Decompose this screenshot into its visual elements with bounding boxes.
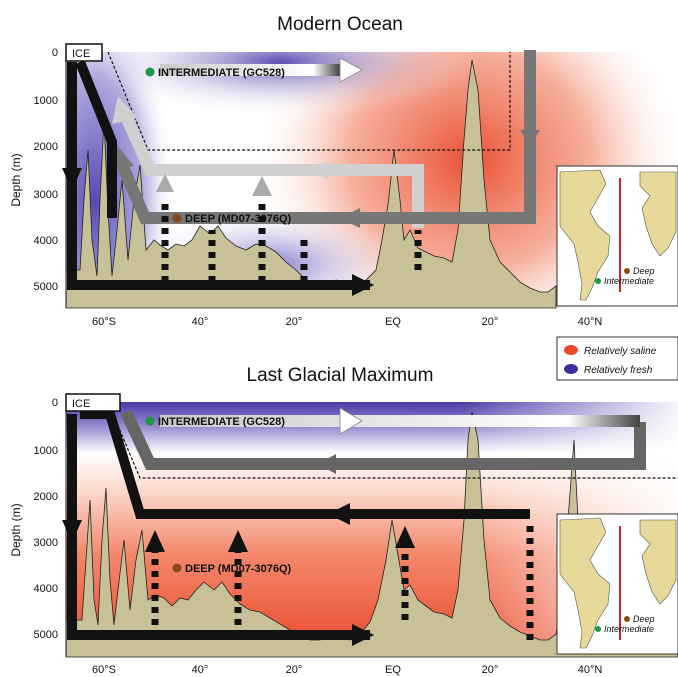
deep-core-label: DEEP (MD07-3076Q) bbox=[185, 213, 292, 225]
arrow-intermediate bbox=[160, 57, 363, 83]
legend: Relatively saline Relatively fresh bbox=[556, 336, 678, 381]
legend-fresh-swatch bbox=[564, 364, 578, 374]
map-deep-marker bbox=[624, 268, 630, 274]
y-tick-label: 4000 bbox=[34, 235, 58, 247]
africa-europe-landmass bbox=[639, 519, 677, 605]
map-intermediate-label: Intermediate bbox=[604, 276, 654, 286]
map-deep-label: Deep bbox=[633, 614, 655, 624]
x-tick-label: EQ bbox=[385, 664, 401, 676]
map-deep-label: Deep bbox=[633, 266, 655, 276]
intermediate-core-label: INTERMEDIATE (GC528) bbox=[158, 67, 285, 79]
arrow-light-gray-loop bbox=[112, 96, 424, 228]
y-tick-label: 4000 bbox=[34, 583, 58, 595]
x-tick-label: 20° bbox=[286, 316, 303, 328]
panel-title: Modern Ocean bbox=[277, 14, 403, 35]
ice-label: ICE bbox=[72, 48, 90, 60]
y-tick-label: 5000 bbox=[34, 281, 58, 293]
arrow-deep-loop bbox=[62, 409, 530, 646]
intermediate-core-marker bbox=[145, 416, 155, 426]
panel-title: Last Glacial Maximum bbox=[247, 365, 434, 386]
map-intermediate-marker bbox=[595, 278, 601, 284]
y-tick-label: 0 bbox=[52, 47, 58, 59]
upwelling-arrowhead bbox=[145, 530, 165, 552]
upwelling-arrows bbox=[151, 520, 534, 640]
x-tick-label: 20° bbox=[482, 664, 499, 676]
y-tick-label: 3000 bbox=[34, 537, 58, 549]
x-tick-label: 60°S bbox=[92, 664, 116, 676]
panel-lgm: Last Glacial Maximum bbox=[9, 365, 678, 676]
map-intermediate-marker bbox=[595, 626, 601, 632]
upwelling-arrowhead bbox=[228, 530, 248, 552]
upwelling-arrows bbox=[161, 200, 422, 282]
x-tick-label: 40°N bbox=[578, 316, 603, 328]
legend-box bbox=[556, 336, 678, 381]
x-tick-labels: 60°S 40° 20° EQ 20° 40°N bbox=[92, 316, 602, 328]
x-tick-label: 40°N bbox=[578, 664, 603, 676]
deep-core-marker bbox=[172, 213, 182, 223]
y-axis-label: Depth (m) bbox=[9, 503, 23, 556]
x-tick-label: 20° bbox=[286, 664, 303, 676]
intermediate-core-label: INTERMEDIATE (GC528) bbox=[158, 416, 285, 428]
inset-map: Deep Intermediate bbox=[556, 513, 678, 655]
y-tick-label: 1000 bbox=[34, 445, 58, 457]
x-tick-label: 40° bbox=[192, 664, 209, 676]
y-axis-label: Depth (m) bbox=[9, 153, 23, 206]
x-tick-label: 20° bbox=[482, 316, 499, 328]
arrow-deep-loop bbox=[62, 60, 374, 296]
y-tick-label: 1000 bbox=[34, 95, 58, 107]
x-tick-label: EQ bbox=[385, 316, 401, 328]
inset-map: Deep Intermediate bbox=[556, 165, 678, 307]
americas-landmass bbox=[559, 517, 611, 649]
deep-core-marker bbox=[172, 563, 182, 573]
map-intermediate-label: Intermediate bbox=[604, 624, 654, 634]
legend-saline-swatch bbox=[564, 345, 578, 355]
legend-saline-label: Relatively saline bbox=[584, 346, 657, 357]
africa-europe-landmass bbox=[639, 171, 677, 257]
legend-fresh-label: Relatively fresh bbox=[584, 365, 653, 376]
intermediate-core-marker bbox=[145, 67, 155, 77]
y-tick-labels: 0 1000 2000 3000 4000 5000 bbox=[34, 397, 58, 641]
panel-modern: Modern Ocean bbox=[9, 14, 678, 328]
ice-label: ICE bbox=[72, 398, 90, 410]
upwelling-arrowhead bbox=[156, 174, 174, 192]
y-tick-label: 3000 bbox=[34, 189, 58, 201]
map-deep-marker bbox=[624, 616, 630, 622]
y-tick-labels: 0 1000 2000 3000 4000 5000 bbox=[34, 47, 58, 293]
y-tick-label: 2000 bbox=[34, 141, 58, 153]
x-tick-label: 60°S bbox=[92, 316, 116, 328]
arrow-intermediate bbox=[160, 407, 640, 435]
y-tick-label: 0 bbox=[52, 397, 58, 409]
y-tick-label: 5000 bbox=[34, 629, 58, 641]
water-mass-boundary bbox=[107, 51, 511, 151]
americas-landmass bbox=[559, 169, 611, 301]
upwelling-arrowhead bbox=[395, 526, 415, 548]
y-tick-label: 2000 bbox=[34, 491, 58, 503]
arrow-mid-gray-loop bbox=[120, 409, 646, 474]
deep-core-label: DEEP (MD07-3076Q) bbox=[185, 563, 292, 575]
x-tick-label: 40° bbox=[192, 316, 209, 328]
upwelling-arrowhead bbox=[252, 176, 272, 196]
x-tick-labels: 60°S 40° 20° EQ 20° 40°N bbox=[92, 664, 602, 676]
